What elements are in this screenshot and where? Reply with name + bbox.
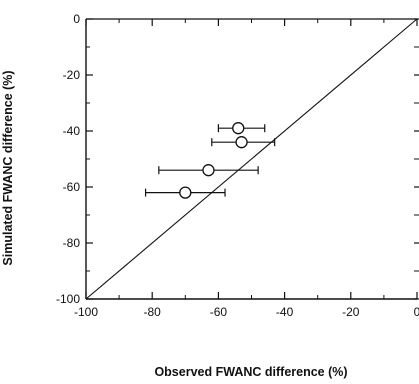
y-tick-label: 0 [73,12,80,26]
y-tick-label: -80 [63,236,81,250]
y-tick-label: -60 [63,180,81,194]
data-point-group [144,186,226,199]
y-tick-label: -20 [63,68,81,82]
y-axis-title: Simulated FWANC difference (%) [1,70,15,265]
data-point-marker [202,164,215,177]
data-point-group [158,164,259,177]
x-tick-label: -40 [276,305,294,319]
x-tick-label: 0 [414,305,419,319]
y-tick-label: -100 [56,292,80,306]
data-point-group [217,122,266,135]
one-to-one-line [85,18,418,300]
data-point-marker [235,136,248,149]
y-tick-label: -40 [63,124,81,138]
data-point-marker [232,122,245,135]
x-tick-label: -100 [74,305,98,319]
x-axis-title: Observed FWANC difference (%) [154,365,347,379]
data-point-marker [179,186,192,199]
x-tick-label: -60 [210,305,228,319]
x-tick-label: -20 [342,305,360,319]
x-tick-label: -80 [144,305,162,319]
data-point-group [211,136,276,149]
